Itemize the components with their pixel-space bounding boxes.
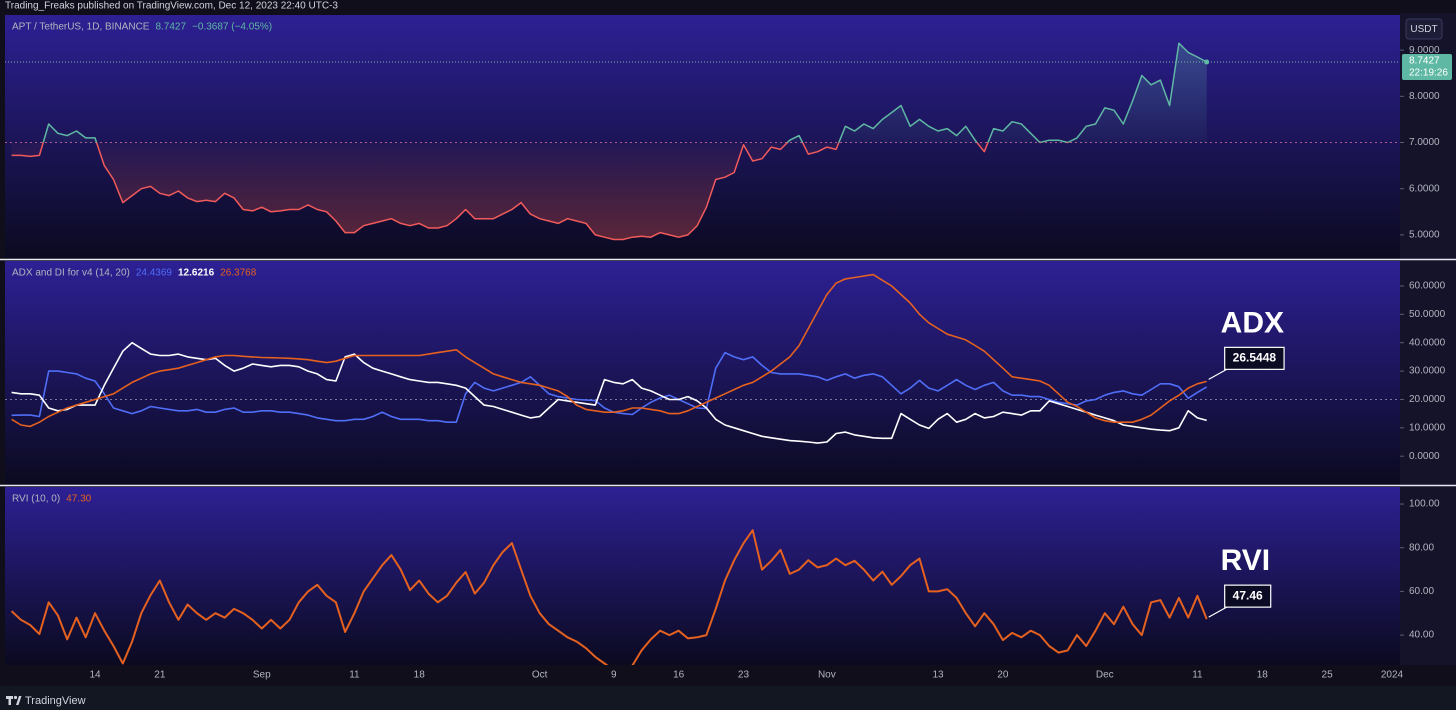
x-tick-label: 14	[89, 670, 101, 681]
annotation-value: 47.46	[1233, 588, 1263, 602]
x-tick-label: 11	[1192, 670, 1203, 681]
tradingview-logo	[6, 695, 22, 705]
annotation-value: 26.5448	[1233, 351, 1277, 365]
x-tick-label: 18	[1257, 670, 1269, 681]
header-series-value: 12.6216	[178, 268, 215, 279]
x-tick-label: 23	[738, 670, 750, 681]
x-tick-label: 11	[349, 670, 360, 681]
logo-part	[13, 695, 18, 700]
logo-part	[8, 696, 11, 705]
y-tick-label: 100.00	[1409, 499, 1440, 510]
x-tick-label: Nov	[818, 670, 836, 681]
pane-background	[5, 261, 1400, 484]
y-tick-label: 20.0000	[1409, 394, 1446, 405]
y-tick-label: 50.0000	[1409, 309, 1446, 320]
header-series-value: 24.4369	[136, 268, 173, 279]
y-tick-label: 0.0000	[1409, 451, 1440, 462]
x-tick-label: 9	[611, 670, 617, 681]
pane-title: ADX and DI for v4 (14, 20)	[12, 268, 130, 279]
price-area	[11, 43, 1207, 240]
header-series-value: 26.3768	[220, 268, 257, 279]
y-tick-label: 10.0000	[1409, 422, 1446, 433]
currency-label[interactable]: USDT	[1410, 24, 1437, 35]
x-tick-label: 18	[414, 670, 426, 681]
x-tick-label: Dec	[1096, 670, 1114, 681]
footer-brand: TradingView	[25, 695, 86, 707]
footer-bar	[0, 686, 1456, 710]
annotation-box	[1224, 346, 1285, 370]
indicator-line	[10, 529, 1208, 665]
y-tick-label: 7.0000	[1409, 137, 1440, 148]
x-tick-label: 16	[673, 670, 685, 681]
plot-area	[5, 273, 1400, 444]
y-tick-label: 8.0000	[1409, 91, 1440, 102]
annotation-connector	[1208, 368, 1227, 380]
x-tick-label: Sep	[253, 670, 271, 681]
x-tick-label: Oct	[532, 670, 548, 681]
y-tick-label: 60.00	[1409, 586, 1434, 597]
last-price-tag	[1402, 53, 1452, 80]
x-tick-label: 21	[154, 670, 166, 681]
annotation-title: ADX	[1221, 306, 1284, 339]
indicator-line	[11, 273, 1207, 428]
y-tick-label: 6.0000	[1409, 183, 1440, 194]
last-price-dot	[1204, 59, 1210, 65]
pane-title: RVI (10, 0)	[12, 494, 60, 505]
annotation-connector	[1208, 606, 1227, 618]
x-tick-label: 20	[997, 670, 1009, 681]
y-tick-label: 9.0000	[1409, 45, 1440, 56]
indicator-line	[11, 351, 1208, 423]
price-axis-area	[1400, 13, 1456, 665]
y-tick-label: 40.00	[1409, 630, 1434, 641]
annotation-box	[1224, 584, 1272, 608]
publisher-line: Trading_Freaks published on TradingView.…	[5, 1, 338, 12]
header-last-value: 8.7427	[155, 22, 186, 33]
annotation-title: RVI	[1221, 544, 1270, 577]
pane-title: APT / TetherUS, 1D, BINANCE	[12, 22, 150, 33]
y-tick-label: 80.00	[1409, 542, 1434, 553]
header-change: −0.3687 (−4.05%)	[192, 22, 272, 33]
currency-button[interactable]	[1405, 18, 1443, 40]
price-line	[11, 42, 1208, 241]
plot-area	[5, 42, 1400, 241]
logo-part	[16, 696, 22, 705]
y-tick-label: 40.0000	[1409, 337, 1446, 348]
x-tick-label: 25	[1322, 670, 1334, 681]
header-value: 47.30	[66, 494, 91, 505]
y-tick-label: 30.0000	[1409, 366, 1446, 377]
pane-background	[5, 487, 1400, 665]
x-tick-label: 13	[932, 670, 944, 681]
last-price-time: 22:19:26	[1409, 68, 1448, 79]
y-tick-label: 5.0000	[1409, 230, 1440, 241]
last-price-label: 8.7427	[1409, 56, 1440, 67]
x-tick-label: 2024	[1381, 670, 1404, 681]
y-tick-label: 60.0000	[1409, 281, 1446, 292]
plot-area	[10, 529, 1208, 665]
